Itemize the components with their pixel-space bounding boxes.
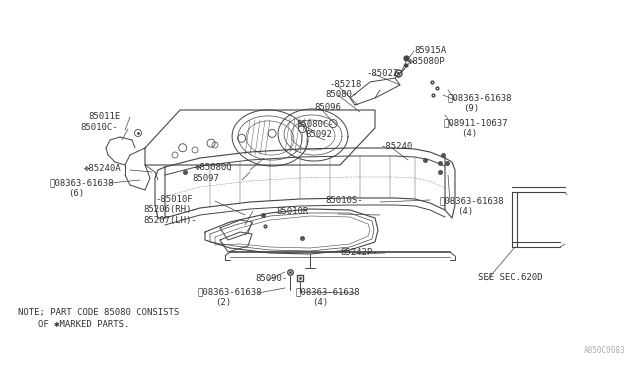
Text: 85080-: 85080- [325, 90, 357, 99]
Text: 85080C-: 85080C- [296, 120, 333, 129]
Text: -85218: -85218 [329, 80, 361, 89]
Text: (4): (4) [461, 129, 477, 138]
Text: NOTE; PART CODE 85080 CONSISTS: NOTE; PART CODE 85080 CONSISTS [18, 308, 179, 317]
Text: Ⓢ08363-61638: Ⓢ08363-61638 [198, 287, 262, 296]
Text: 85010C-: 85010C- [80, 123, 118, 132]
Text: 85097: 85097 [192, 174, 219, 183]
Text: ✥85080Q: ✥85080Q [195, 163, 232, 172]
Text: ✥85240A: ✥85240A [84, 164, 122, 173]
Text: 85092: 85092 [305, 130, 332, 139]
Text: -85022: -85022 [366, 69, 398, 78]
Text: OF ✱MARKED PARTS.: OF ✱MARKED PARTS. [38, 320, 129, 329]
Text: -85240: -85240 [380, 142, 412, 151]
Text: (9): (9) [463, 104, 479, 113]
Text: Ⓢ08363-61638: Ⓢ08363-61638 [440, 196, 504, 205]
Text: (4): (4) [457, 207, 473, 216]
Text: 85206(RH)-: 85206(RH)- [143, 205, 196, 214]
Text: 85096: 85096 [314, 103, 341, 112]
Text: (6): (6) [68, 189, 84, 198]
Text: Ⓢ08363-61638: Ⓢ08363-61638 [50, 178, 115, 187]
Text: (2): (2) [215, 298, 231, 307]
Text: Ⓞ08911-10637: Ⓞ08911-10637 [444, 118, 509, 127]
Text: ✥85080P: ✥85080P [408, 57, 445, 66]
Text: (4): (4) [312, 298, 328, 307]
Text: 85011E: 85011E [88, 112, 120, 121]
Text: A850C0083: A850C0083 [584, 346, 625, 355]
Text: 85207(LH)-: 85207(LH)- [143, 216, 196, 225]
Text: 85090-: 85090- [255, 274, 287, 283]
Text: 85010S-: 85010S- [325, 196, 363, 205]
Text: -85010F: -85010F [155, 195, 193, 204]
Text: Ⓢ08363-61638: Ⓢ08363-61638 [447, 93, 511, 102]
Text: 85915A: 85915A [414, 46, 446, 55]
Text: SEE SEC.620D: SEE SEC.620D [478, 273, 543, 282]
Text: Ⓛ08363-61638: Ⓛ08363-61638 [295, 287, 360, 296]
Text: 85242P-: 85242P- [340, 248, 378, 257]
Text: 85010R: 85010R [276, 207, 308, 216]
